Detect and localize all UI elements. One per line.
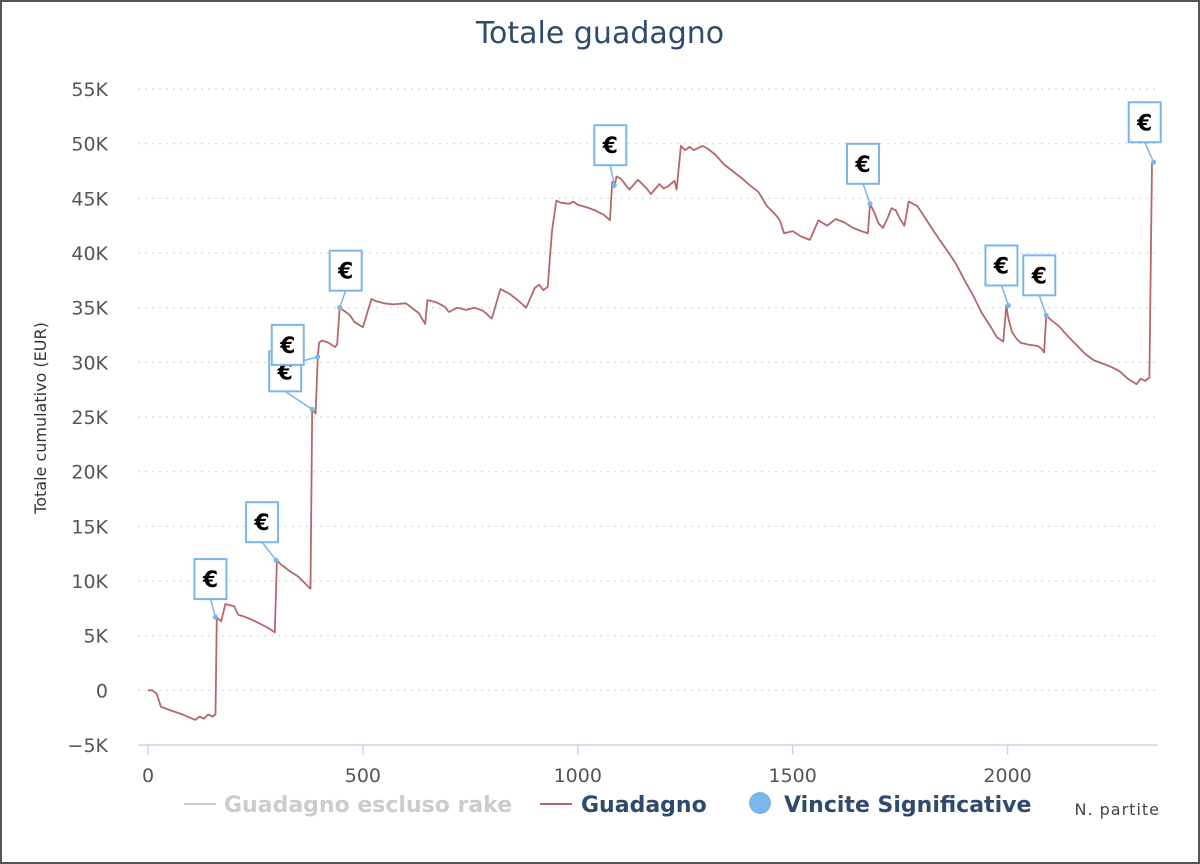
legend-item-guadagno[interactable]: Guadagno	[540, 793, 707, 818]
y-tick-label: 30K	[71, 352, 108, 374]
legend-label-guadagno-escluso-rake: Guadagno escluso rake	[224, 793, 512, 818]
significant-win-point[interactable]	[337, 305, 343, 311]
flag-box	[328, 249, 363, 292]
flag-box	[245, 501, 280, 544]
x-tick-label: 500	[345, 765, 381, 787]
y-tick-label: 40K	[71, 243, 108, 265]
x-tick-label: 2000	[983, 765, 1031, 787]
significant-win-flag[interactable]: €	[593, 124, 628, 188]
gridlines	[138, 88, 1158, 692]
flag-label: €	[202, 568, 218, 593]
flag-connector	[1144, 141, 1155, 163]
flag-connector	[338, 290, 347, 308]
flag-box	[270, 323, 305, 366]
significant-win-point[interactable]	[867, 201, 873, 207]
flag-connector	[284, 390, 313, 410]
flag-label: €	[337, 260, 353, 285]
y-tick-label: 0	[96, 680, 108, 702]
y-tick-label: 25K	[71, 407, 108, 429]
legend-marker-vincite-significative	[749, 792, 771, 814]
significant-win-point[interactable]	[315, 354, 321, 360]
flag-connector	[209, 598, 217, 618]
y-tick-label: 20K	[71, 462, 108, 484]
legend: Guadagno escluso rake Guadagno Vincite S…	[184, 792, 1031, 818]
y-axis-ticks: −5K 0 5K 10K 15K 20K 25K 30K 35K 40K 45K 50K 55K	[68, 79, 109, 757]
significant-win-point[interactable]	[1043, 312, 1049, 318]
legend-label-guadagno: Guadagno	[581, 793, 707, 818]
flag-box	[984, 244, 1019, 287]
flag-label: €	[279, 334, 295, 359]
significant-win-point[interactable]	[1151, 159, 1157, 165]
legend-item-vincite-significative[interactable]: Vincite Significative	[749, 792, 1031, 818]
significant-win-flag[interactable]: €	[984, 244, 1019, 308]
y-tick-label: 5K	[83, 626, 108, 648]
y-tick-label: 50K	[71, 134, 108, 156]
x-axis-label: N. partite	[1074, 800, 1160, 819]
significant-win-flag[interactable]: €	[1127, 101, 1162, 165]
significant-win-flag[interactable]: €	[245, 501, 280, 563]
y-tick-label: 15K	[71, 516, 108, 538]
significant-win-flag[interactable]: €	[193, 558, 228, 620]
flag-label: €	[1136, 111, 1152, 136]
flag-label: €	[253, 511, 269, 536]
y-tick-label: −5K	[68, 735, 109, 757]
significant-win-point[interactable]	[611, 182, 617, 188]
flag-label: €	[277, 360, 293, 385]
significant-win-flag[interactable]: €	[328, 249, 363, 311]
flag-connector	[609, 165, 616, 186]
flag-label: €	[993, 254, 1009, 279]
x-tick-label: 1500	[769, 765, 817, 787]
flag-connector	[1038, 295, 1047, 316]
flag-box	[1127, 101, 1162, 144]
significant-win-flag[interactable]: €	[846, 142, 881, 207]
flag-connector	[1000, 285, 1010, 306]
legend-item-guadagno-escluso-rake[interactable]: Guadagno escluso rake	[184, 793, 512, 818]
x-tick-label: 1000	[554, 765, 602, 787]
series-line-guadagno	[148, 145, 1154, 721]
chart-title: Totale guadagno	[475, 16, 724, 51]
flag-box	[1022, 254, 1057, 297]
flag-box	[593, 124, 628, 167]
y-tick-label: 10K	[71, 571, 108, 593]
flag-label: €	[854, 153, 870, 178]
significant-win-point[interactable]	[309, 406, 315, 412]
significant-win-flag[interactable]: €	[1022, 254, 1057, 318]
legend-label-vincite-significative: Vincite Significative	[784, 793, 1031, 818]
flag-box	[193, 558, 228, 601]
flag-box	[846, 142, 881, 185]
flag-label: €	[1031, 264, 1047, 289]
flag-connector	[862, 183, 871, 205]
significant-win-point[interactable]	[273, 557, 279, 563]
flag-connector	[261, 541, 277, 561]
significant-win-point[interactable]	[1005, 302, 1011, 308]
y-axis-label: Totale cumulativo (EUR)	[31, 322, 50, 515]
significant-win-point[interactable]	[212, 614, 218, 620]
y-tick-label: 45K	[71, 188, 108, 210]
series-layer	[148, 145, 1154, 721]
y-tick-label: 35K	[71, 298, 108, 320]
y-tick-label: 55K	[71, 79, 108, 101]
significant-wins-layer[interactable]: €€€€€€€€ €€	[193, 101, 1162, 620]
flag-label: €	[602, 134, 618, 159]
x-axis: 0 500 1000 1500 2000	[138, 744, 1158, 787]
significant-win-flag[interactable]: €	[270, 323, 321, 366]
x-tick-label: 0	[142, 765, 154, 787]
